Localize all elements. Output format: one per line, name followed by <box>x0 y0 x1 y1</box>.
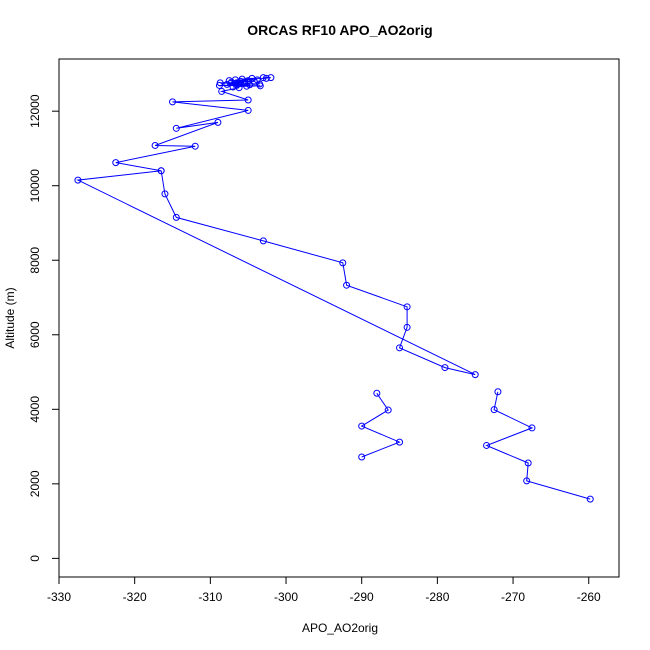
data-point <box>161 190 169 198</box>
data-point <box>169 98 177 106</box>
x-tick-label: -260 <box>577 590 601 604</box>
data-point <box>237 77 245 85</box>
data-point <box>112 159 120 167</box>
data-point <box>358 422 366 430</box>
data-point <box>151 141 159 149</box>
data-point <box>218 87 226 95</box>
data-point <box>215 81 223 89</box>
y-tick-label: 12000 <box>28 94 42 128</box>
data-point <box>586 495 594 503</box>
data-point <box>172 213 180 221</box>
x-tick-label: -280 <box>425 590 449 604</box>
data-point <box>262 74 270 82</box>
y-tick-label: 0 <box>28 555 42 562</box>
data-point <box>256 82 264 90</box>
data-point <box>157 167 165 175</box>
y-tick-label: 6000 <box>28 321 42 348</box>
data-point <box>74 176 82 184</box>
data-point <box>267 74 275 82</box>
series-line-1 <box>360 393 401 458</box>
data-point <box>483 441 491 449</box>
data-point <box>339 259 347 267</box>
y-tick-label: 4000 <box>28 396 42 423</box>
data-point <box>403 303 411 311</box>
chart-title: ORCAS RF10 APO_AO2orig <box>247 22 432 38</box>
data-point <box>259 74 267 82</box>
plot-frame <box>58 58 620 578</box>
series-line-0 <box>76 77 476 376</box>
y-axis: 0 2000 4000 6000 8000 10000 12000 <box>28 94 60 562</box>
data-point <box>490 406 498 414</box>
x-axis: -330 -320 -310 -300 -290 -280 -270 -260 <box>47 576 601 604</box>
y-tick-label: 10000 <box>28 169 42 203</box>
x-tick-label: -320 <box>123 590 147 604</box>
data-point <box>172 124 180 132</box>
x-tick-label: -310 <box>198 590 222 604</box>
data-point <box>441 364 449 372</box>
y-tick-label: 2000 <box>28 470 42 497</box>
data-point <box>235 84 243 92</box>
y-tick-label: 8000 <box>28 247 42 274</box>
data-point <box>396 344 404 352</box>
x-tick-label: -330 <box>47 590 71 604</box>
data-point <box>494 388 502 396</box>
series-line-2 <box>485 391 591 500</box>
data-point <box>373 389 381 397</box>
data-point <box>358 453 366 461</box>
data-point <box>396 438 404 446</box>
data-point <box>234 80 242 88</box>
data-point <box>343 281 351 289</box>
data-point <box>523 477 531 485</box>
x-tick-label: -300 <box>274 590 298 604</box>
x-tick-label: -290 <box>350 590 374 604</box>
data-point <box>524 459 532 467</box>
x-tick-label: -270 <box>501 590 525 604</box>
data-point <box>528 424 536 432</box>
plot-area <box>74 74 594 503</box>
data-point <box>384 406 392 414</box>
y-axis-label: Altitude (m) <box>3 287 17 348</box>
data-point <box>244 96 252 104</box>
data-point <box>243 82 251 90</box>
data-point <box>214 118 222 126</box>
data-point <box>259 237 267 245</box>
data-point <box>403 323 411 331</box>
data-point <box>223 80 231 88</box>
x-axis-label: APO_AO2orig <box>302 621 378 635</box>
data-point <box>471 371 479 379</box>
data-point <box>244 106 252 114</box>
data-point <box>191 142 199 150</box>
